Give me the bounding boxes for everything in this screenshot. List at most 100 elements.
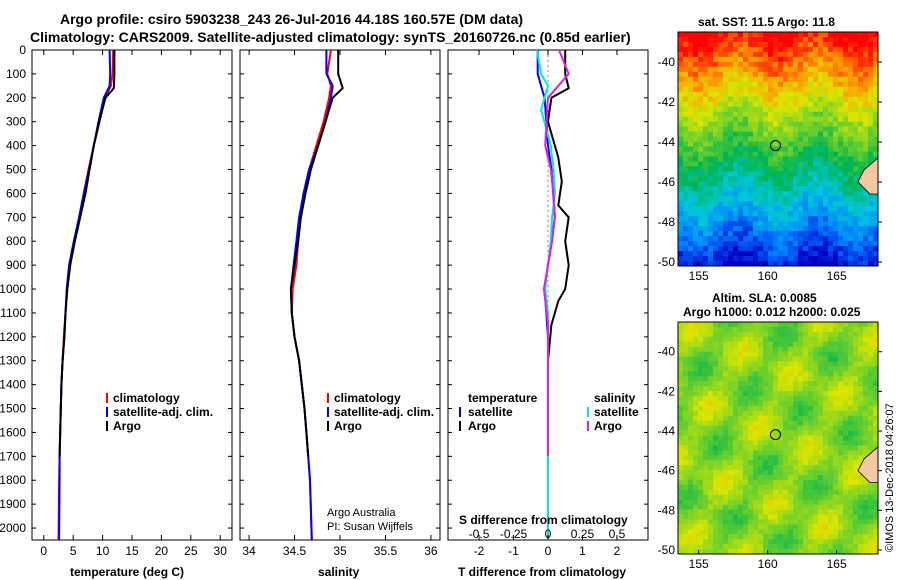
map-cell (718, 32, 724, 38)
map-cell (693, 86, 699, 93)
map-cell (833, 519, 839, 525)
map-cell (838, 51, 844, 58)
map-cell (718, 509, 724, 515)
map-cell (783, 450, 789, 456)
map-cell (703, 381, 709, 387)
map-cell (788, 216, 794, 222)
map-cell (848, 396, 854, 402)
map-cell (823, 489, 829, 496)
map-cell (778, 489, 784, 496)
map-cell (758, 121, 764, 127)
map-cell (683, 32, 689, 38)
map-cell (838, 156, 844, 162)
map-cell (868, 86, 874, 93)
map-cell (708, 106, 714, 112)
map-cell (798, 101, 804, 107)
map-cell (823, 475, 829, 481)
map-cell (703, 450, 709, 456)
map-cell (868, 435, 874, 441)
map-cell (763, 509, 769, 515)
map-cell (823, 161, 829, 167)
map-cell (708, 534, 714, 540)
map-cell (843, 101, 849, 107)
map-cell (833, 371, 839, 377)
salinity-xlabel: salinity (318, 565, 360, 579)
map-cell (798, 186, 804, 192)
map-cell (743, 489, 749, 496)
map-cell (808, 161, 814, 167)
map-cell (773, 529, 779, 535)
map-cell (738, 241, 744, 247)
map-cell (783, 76, 789, 83)
map-cell (773, 91, 779, 98)
map-cell (698, 455, 704, 461)
map-cell (768, 32, 774, 38)
map-cell (808, 146, 814, 152)
map-cell (698, 126, 704, 132)
map-cell (778, 351, 784, 357)
map-cell (778, 256, 784, 262)
depth-tick-label: 500 (6, 163, 26, 177)
map-cell (688, 186, 694, 192)
map-cell (818, 356, 824, 362)
map-cell (828, 534, 834, 540)
map-cell (793, 171, 799, 177)
map-cell (798, 529, 804, 535)
map-cell (848, 231, 854, 237)
map-cell (698, 201, 704, 207)
map-cell (808, 76, 814, 83)
map-cell (803, 326, 809, 333)
map-cell (743, 514, 749, 520)
map-cell (778, 524, 784, 530)
map-cell (868, 489, 874, 496)
map-cell (763, 111, 769, 117)
map-cell (838, 331, 844, 338)
map-cell (693, 256, 699, 262)
map-cell (693, 326, 699, 333)
map-cell (733, 136, 739, 142)
map-cell (748, 391, 754, 397)
map-cell (763, 381, 769, 387)
map-cell (683, 381, 689, 387)
map-cell (763, 336, 769, 343)
map-cell (688, 470, 694, 476)
map-cell (833, 445, 839, 451)
map-cell (703, 236, 709, 242)
map-cell (788, 405, 794, 412)
map-cell (778, 519, 784, 525)
map-cell (868, 366, 874, 372)
map-cell (733, 376, 739, 382)
map-cell (703, 61, 709, 68)
map-cell (828, 86, 834, 93)
map-cell (778, 246, 784, 252)
map-cell (868, 381, 874, 387)
map-cell (798, 61, 804, 68)
map-cell (733, 181, 739, 187)
map-cell (708, 246, 714, 252)
map-cell (748, 186, 754, 192)
map-cell (863, 504, 869, 510)
map-cell (803, 246, 809, 252)
map-cell (788, 256, 794, 262)
map-cell (693, 509, 699, 515)
map-cell (838, 226, 844, 232)
map-cell (803, 489, 809, 496)
map-cell (758, 186, 764, 192)
map-cell (873, 41, 878, 48)
map-cell (803, 261, 809, 266)
map-cell (783, 176, 789, 182)
map-cell (838, 236, 844, 242)
map-cell (803, 415, 809, 422)
map-cell (763, 356, 769, 362)
map-cell (828, 81, 834, 88)
map-cell (848, 101, 854, 107)
map-cell (753, 336, 759, 343)
map-cell (788, 479, 794, 486)
map-cell (733, 32, 739, 38)
map-cell (868, 196, 874, 202)
map-cell (818, 544, 824, 550)
map-cell (838, 111, 844, 117)
map-cell (838, 455, 844, 461)
map-cell (778, 156, 784, 162)
map-cell (708, 361, 714, 367)
